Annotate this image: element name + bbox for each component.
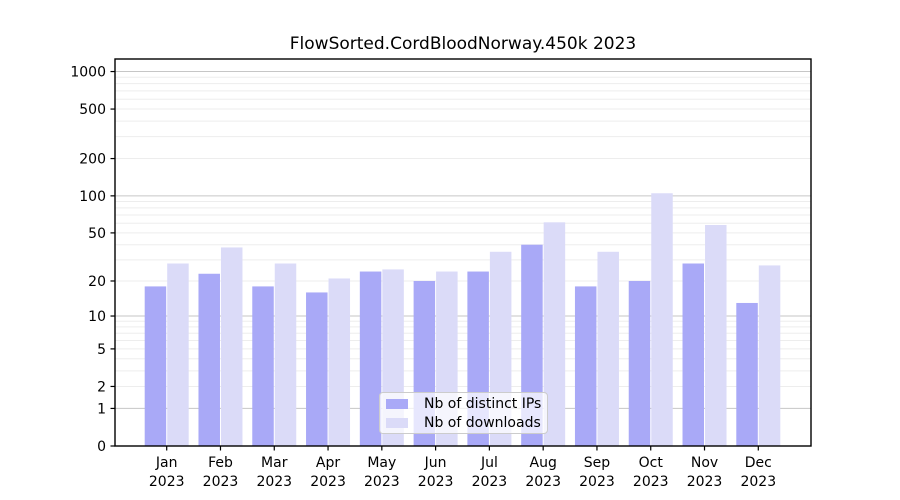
x-tick-label: Dec 2023 [740,455,776,490]
legend-swatch-distinct-ips-icon [386,398,408,409]
x-tick-label: Mar 2023 [256,455,292,490]
bar-distinct-ips-mar [252,286,274,446]
y-tick-label: 10 [88,309,106,325]
y-tick-label: 5 [97,342,106,358]
y-tick-label: 1000 [70,65,106,81]
bar-downloads-aug [543,222,566,446]
y-tick-label: 200 [79,152,106,168]
bar-distinct-ips-jan [144,286,167,446]
bar-distinct-ips-sep [574,286,597,446]
bar-distinct-ips-apr [306,292,328,446]
bar-downloads-oct [651,193,673,446]
x-tick-label: Sep 2023 [579,455,615,490]
bar-downloads-sep [597,251,619,446]
x-tick-label: Jun 2023 [418,455,454,490]
x-tick-label: Aug 2023 [525,455,561,490]
bar-downloads-mar [274,263,297,446]
legend-swatch-downloads-icon [386,417,408,428]
y-tick-label: 1 [97,401,106,417]
x-tick-label: May 2023 [364,455,400,490]
legend-label-downloads: Nb of downloads [424,414,541,431]
y-tick-label: 20 [88,274,106,290]
chart-title: FlowSorted.CordBloodNorway.450k 2023 [289,34,637,54]
x-tick-label: Feb 2023 [203,455,239,490]
plot-border [114,58,812,447]
bar-downloads-apr [328,278,351,446]
legend-item-downloads: Nb of downloads [386,414,541,431]
y-tick-label: 0 [97,439,106,455]
bar-distinct-ips-nov [682,263,705,446]
x-tick-label: Jul 2023 [472,455,508,490]
y-tick-label: 500 [79,102,106,118]
x-tick-label: Jan 2023 [149,455,185,490]
x-tick-label: Apr 2023 [310,455,346,490]
bar-distinct-ips-oct [628,280,651,446]
y-tick-label: 50 [88,226,106,242]
bar-distinct-ips-feb [198,273,220,446]
y-tick-label: 2 [97,379,106,395]
legend-item-distinct-ips: Nb of distinct IPs [386,395,542,412]
bar-downloads-dec [758,265,781,446]
legend-label-distinct-ips: Nb of distinct IPs [424,395,542,412]
bar-downloads-jan [167,263,189,446]
bar-downloads-feb [220,247,243,446]
bar-distinct-ips-dec [736,302,758,446]
x-tick-label: Oct 2023 [633,455,669,490]
y-tick-label: 100 [79,189,106,205]
bar-distinct-ips-may [359,271,382,446]
x-tick-label: Nov 2023 [687,455,723,490]
bar-downloads-nov [705,224,727,446]
legend: Nb of distinct IPs Nb of downloads [379,392,548,434]
